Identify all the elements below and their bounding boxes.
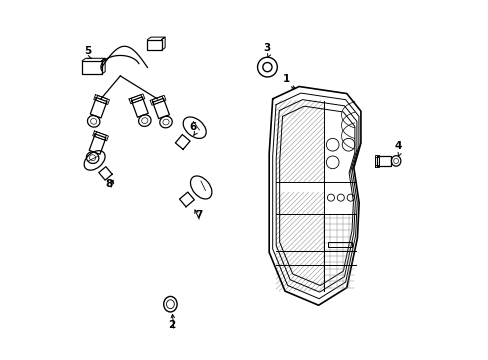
Text: 5: 5 [84,46,91,56]
Text: 4: 4 [393,141,401,152]
Text: 3: 3 [263,43,270,53]
Text: 8: 8 [105,179,112,189]
Text: 2: 2 [168,320,176,330]
Text: 6: 6 [189,122,197,132]
Text: 7: 7 [195,210,202,220]
Bar [147,40,161,50]
Bar [82,61,102,74]
Text: 1: 1 [283,75,290,85]
